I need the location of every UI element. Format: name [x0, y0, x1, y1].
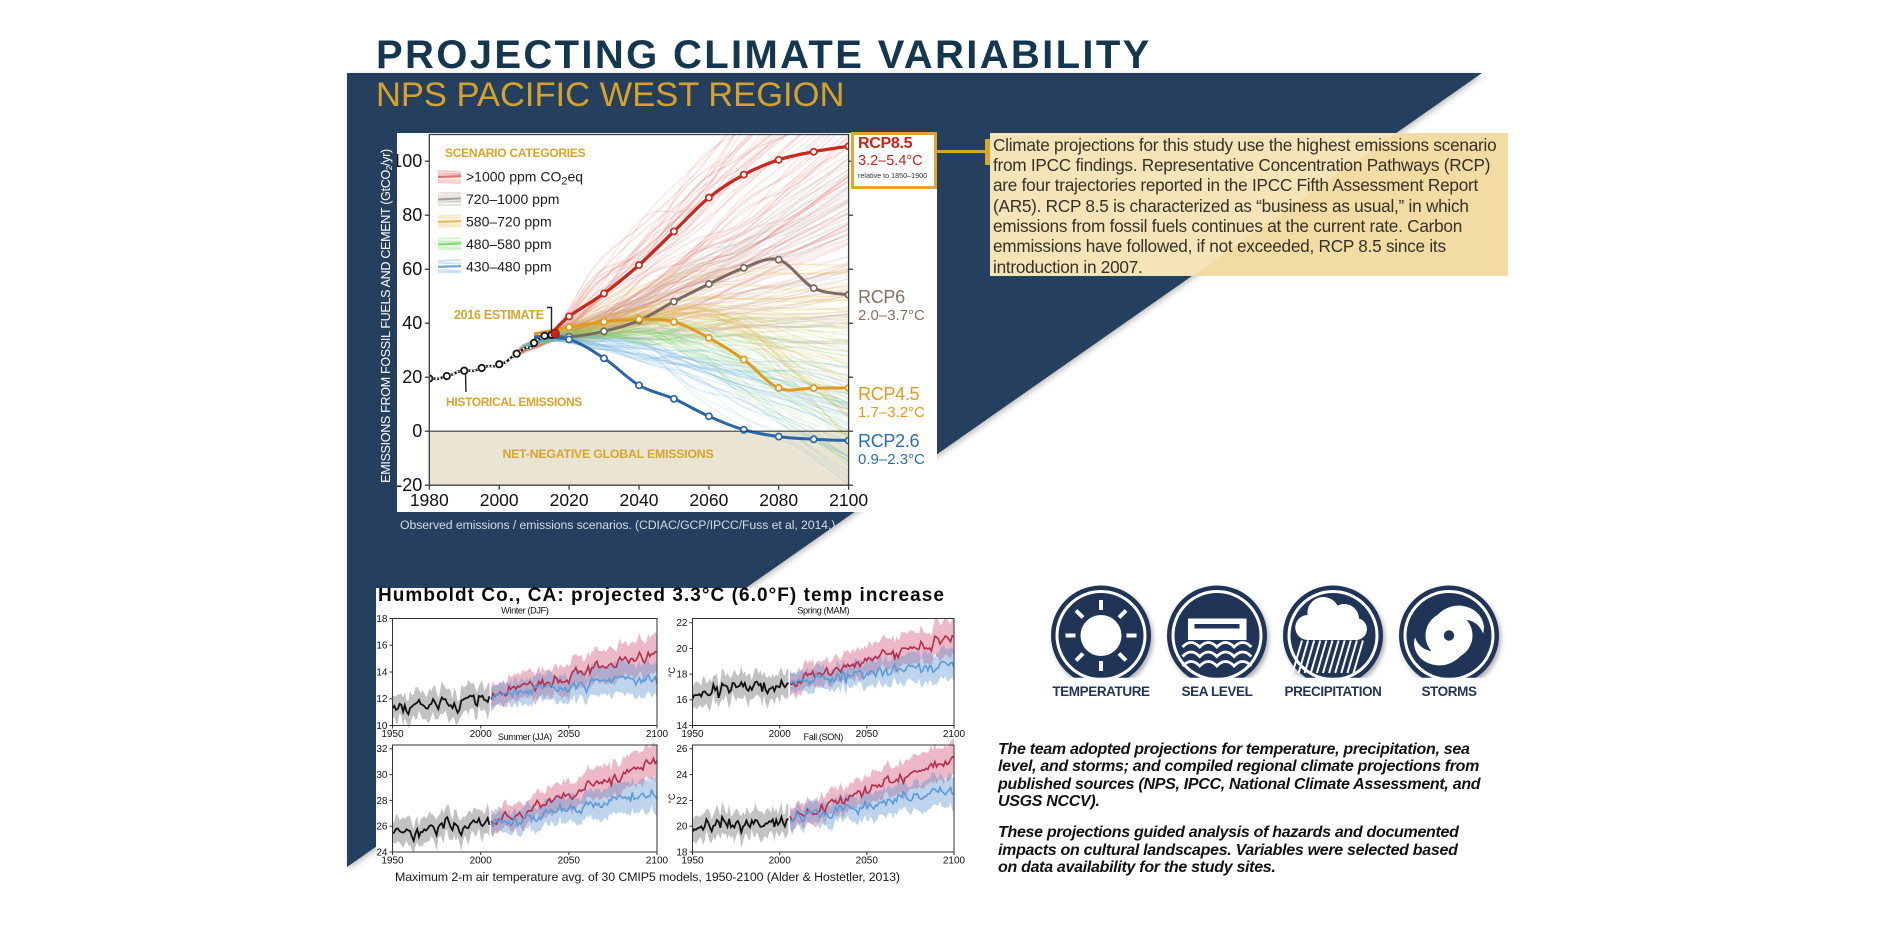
svg-text:0.9–2.3°C: 0.9–2.3°C: [858, 451, 925, 468]
svg-text:RCP2.6: RCP2.6: [858, 431, 920, 451]
svg-text:22: 22: [676, 618, 688, 629]
svg-text:2.0–3.7°C: 2.0–3.7°C: [858, 307, 925, 324]
svg-text:2050: 2050: [558, 856, 581, 867]
svg-text:18: 18: [676, 847, 688, 858]
svg-text:2100: 2100: [829, 490, 868, 510]
svg-text:2100: 2100: [943, 729, 966, 740]
svg-text:>1000 ppm CO2eq: >1000 ppm CO2eq: [466, 169, 583, 188]
svg-text:2080: 2080: [759, 490, 798, 510]
svg-text:°C: °C: [667, 793, 677, 804]
svg-text:20: 20: [676, 644, 688, 655]
svg-text:2100: 2100: [646, 729, 669, 740]
svg-text:580–720 ppm: 580–720 ppm: [466, 214, 552, 230]
svg-text:2050: 2050: [856, 856, 879, 867]
svg-text:26: 26: [676, 744, 688, 755]
svg-text:10: 10: [376, 721, 388, 732]
svg-text:2050: 2050: [856, 729, 879, 740]
svg-text:26: 26: [376, 822, 388, 833]
svg-text:2000: 2000: [470, 729, 493, 740]
svg-text:720–1000 ppm: 720–1000 ppm: [466, 191, 559, 207]
svg-text:HISTORICAL EMISSIONS: HISTORICAL EMISSIONS: [446, 395, 582, 409]
svg-text:12: 12: [376, 694, 388, 705]
svg-text:0: 0: [412, 421, 422, 441]
svg-text:RCP4.5: RCP4.5: [858, 384, 920, 404]
svg-text:EMISSIONS FROM FOSSIL FUELS AN: EMISSIONS FROM FOSSIL FUELS AND CEMENT (…: [379, 149, 394, 483]
svg-text:2050: 2050: [558, 729, 581, 740]
svg-text:1980: 1980: [410, 490, 449, 510]
svg-text:1.7–3.2°C: 1.7–3.2°C: [858, 404, 925, 421]
svg-text:18: 18: [676, 670, 688, 681]
svg-text:18: 18: [376, 614, 388, 625]
svg-text:2000: 2000: [769, 856, 792, 867]
svg-text:14: 14: [676, 721, 688, 732]
svg-text:1950: 1950: [681, 729, 704, 740]
svg-text:Summer (JJA): Summer (JJA): [498, 732, 552, 742]
svg-text:°C: °C: [667, 666, 677, 677]
svg-text:RCP6: RCP6: [858, 287, 905, 307]
svg-text:-20: -20: [397, 475, 422, 495]
svg-text:Winter (DJF): Winter (DJF): [501, 606, 549, 616]
svg-text:24: 24: [376, 847, 388, 858]
svg-text:60: 60: [402, 259, 422, 279]
svg-text:2016 ESTIMATE: 2016 ESTIMATE: [454, 308, 544, 322]
svg-text:2000: 2000: [769, 729, 792, 740]
svg-text:80: 80: [402, 205, 422, 225]
svg-text:16: 16: [676, 695, 688, 706]
svg-text:1950: 1950: [681, 856, 704, 867]
svg-text:Fall (SON): Fall (SON): [804, 732, 844, 742]
svg-text:2060: 2060: [689, 490, 728, 510]
svg-text:14: 14: [376, 667, 388, 678]
svg-text:22: 22: [676, 796, 688, 807]
svg-text:30: 30: [376, 770, 388, 781]
svg-text:480–580 ppm: 480–580 ppm: [466, 236, 552, 252]
svg-text:2100: 2100: [943, 856, 966, 867]
svg-text:Spring (MAM): Spring (MAM): [797, 606, 849, 616]
svg-text:32: 32: [376, 744, 388, 755]
svg-text:16: 16: [376, 641, 388, 652]
svg-text:SCENARIO CATEGORIES: SCENARIO CATEGORIES: [445, 146, 586, 160]
svg-text:20: 20: [676, 822, 688, 833]
svg-text:2020: 2020: [550, 490, 589, 510]
svg-text:430–480 ppm: 430–480 ppm: [466, 259, 552, 275]
svg-text:24: 24: [676, 770, 688, 781]
svg-text:2000: 2000: [470, 856, 493, 867]
svg-text:1950: 1950: [381, 729, 404, 740]
svg-text:NET-NEGATIVE GLOBAL EMISSIONS: NET-NEGATIVE GLOBAL EMISSIONS: [502, 447, 713, 461]
svg-text:20: 20: [402, 367, 422, 387]
svg-text:2000: 2000: [480, 490, 519, 510]
svg-text:2100: 2100: [646, 856, 669, 867]
svg-text:100: 100: [397, 151, 422, 171]
svg-text:2040: 2040: [620, 490, 659, 510]
svg-text:28: 28: [376, 796, 388, 807]
svg-text:1950: 1950: [381, 856, 404, 867]
svg-text:40: 40: [402, 313, 422, 333]
